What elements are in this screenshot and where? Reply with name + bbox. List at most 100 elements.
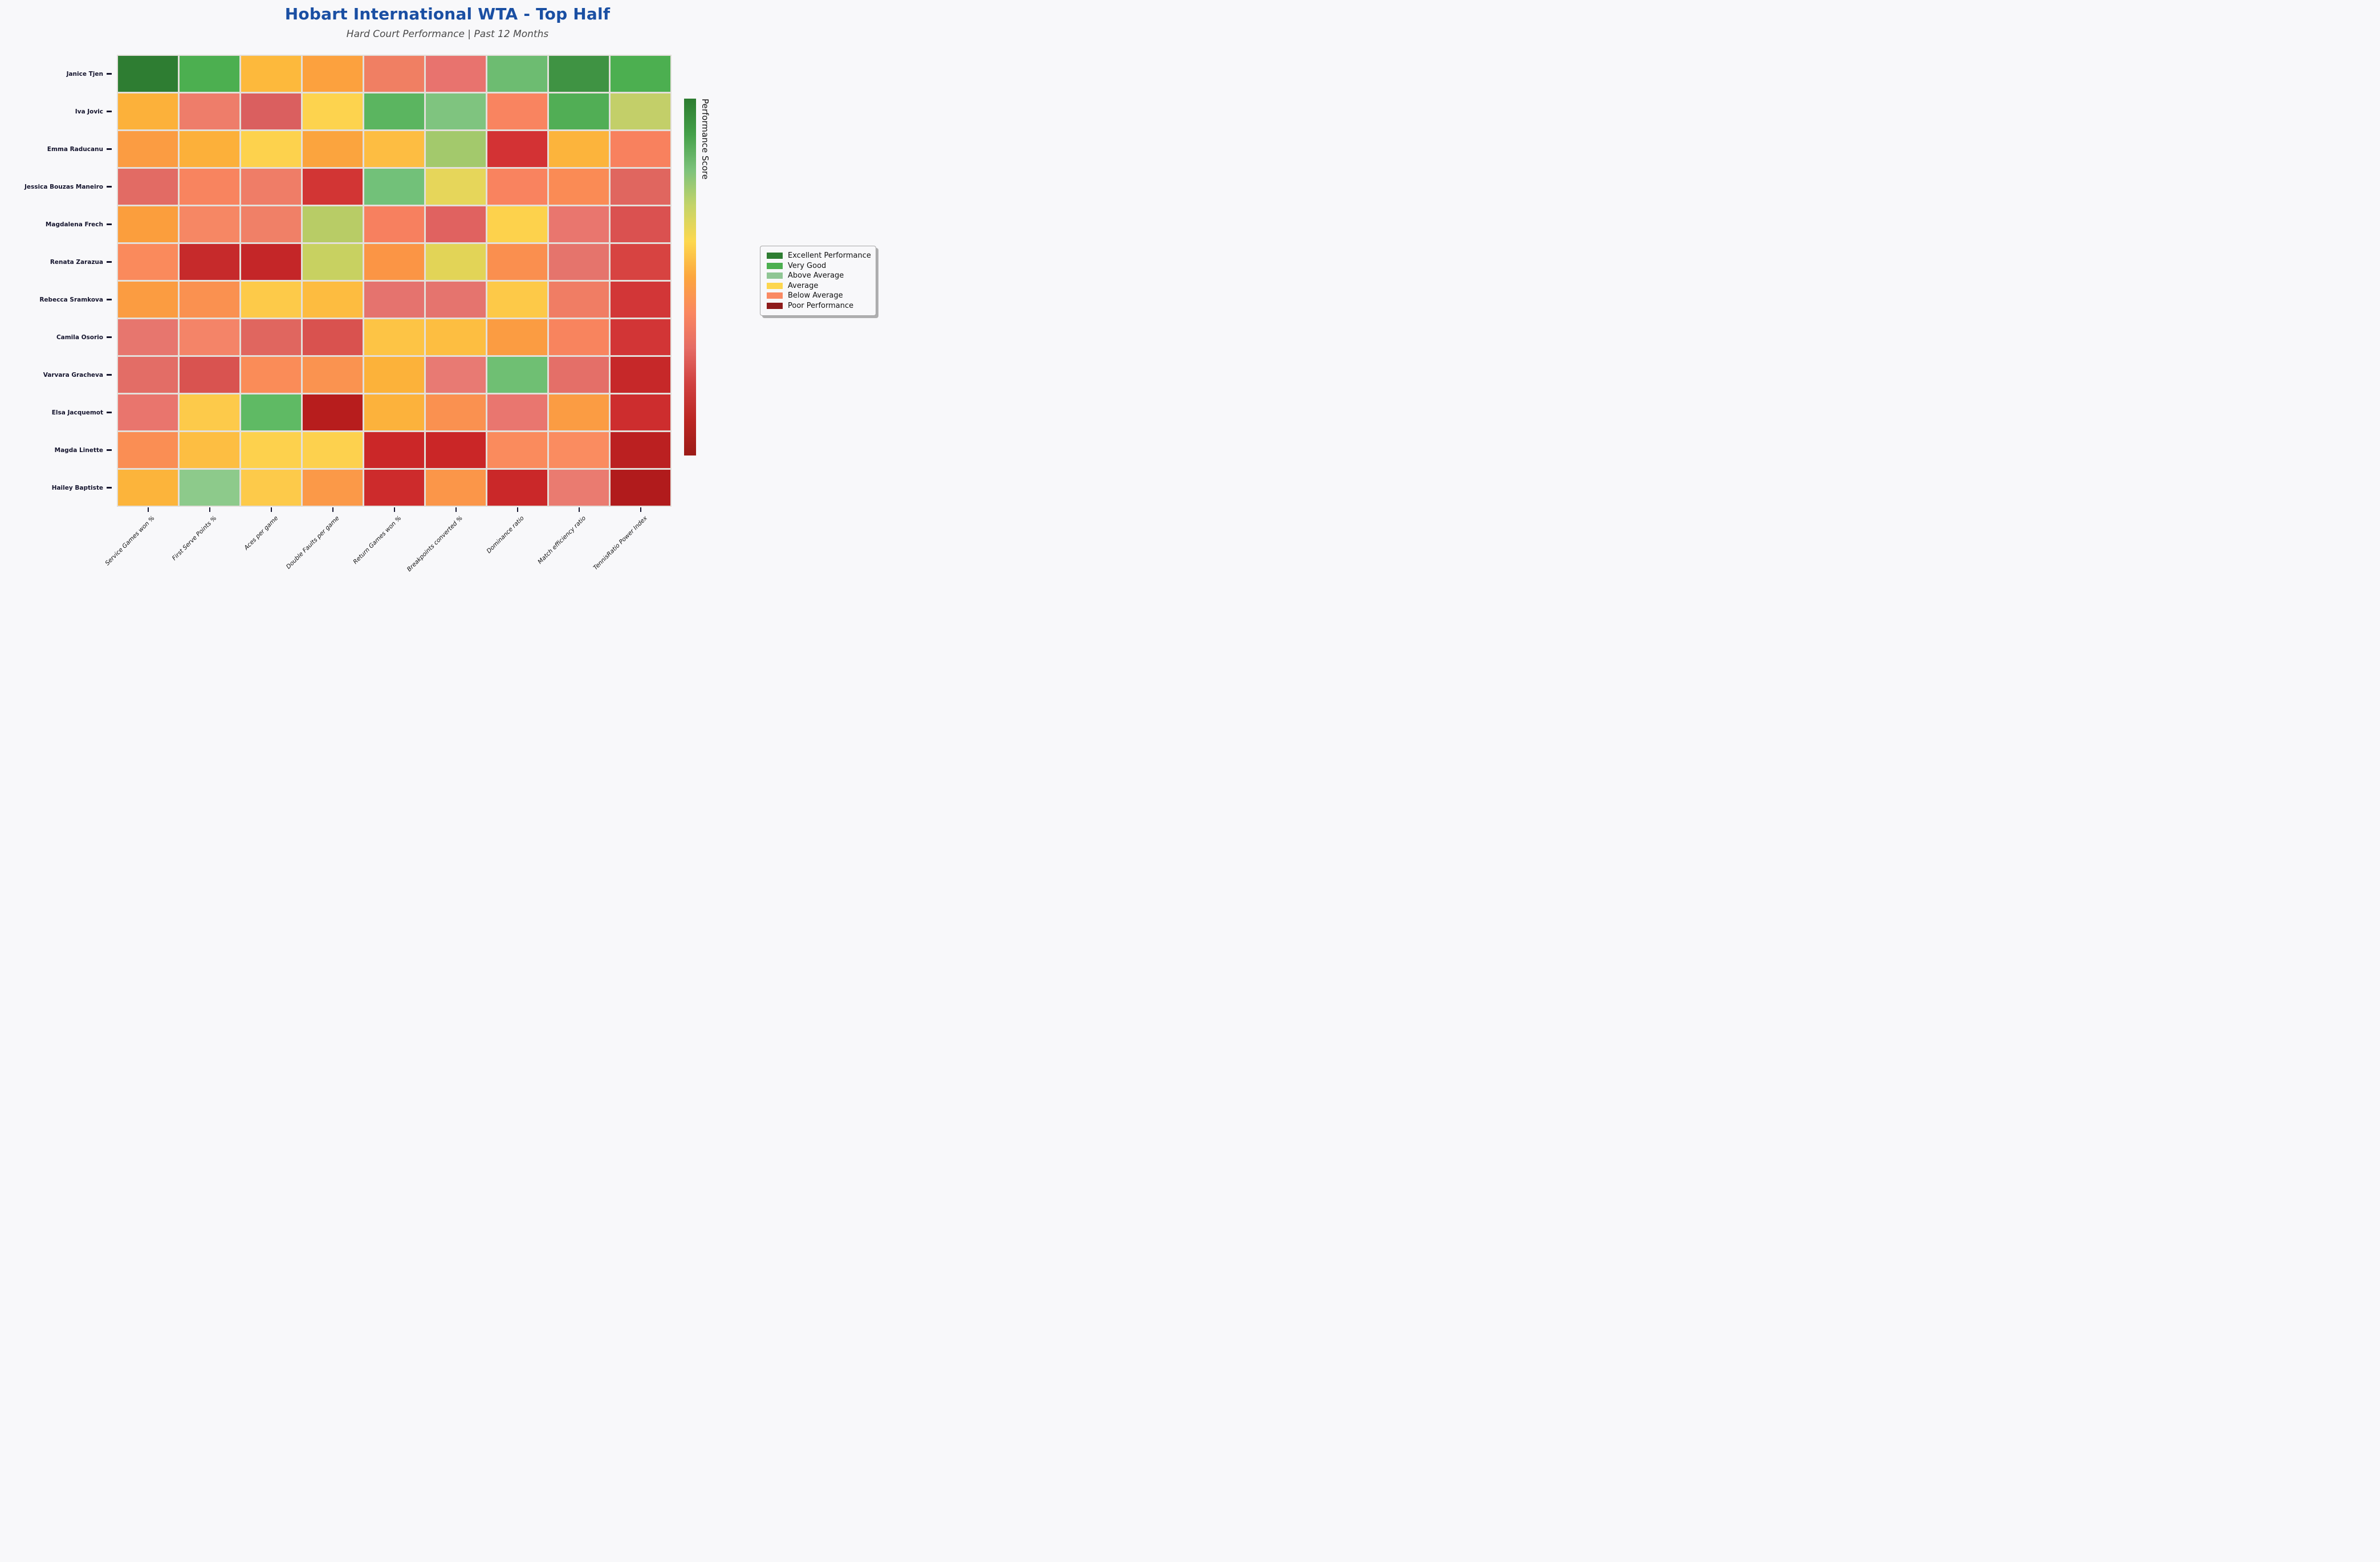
heatmap-cell — [241, 282, 301, 318]
legend-swatch — [767, 302, 783, 309]
x-tick — [455, 507, 457, 512]
heatmap-cell — [487, 93, 547, 129]
heatmap-cell — [611, 357, 670, 393]
y-tick-dash — [107, 412, 112, 413]
heatmap-cell — [303, 93, 363, 129]
y-tick-dash — [107, 73, 112, 75]
legend-label: Average — [788, 281, 819, 290]
heatmap-cell — [611, 169, 670, 205]
colorbar-label: Performance Score — [700, 99, 710, 180]
y-axis-row: Magdalena Frech — [0, 206, 112, 242]
heatmap-cell — [549, 282, 609, 318]
heatmap-cell — [118, 56, 178, 92]
heatmap-cell — [180, 319, 239, 355]
heatmap-cell — [303, 244, 363, 280]
x-tick — [516, 507, 518, 512]
heatmap-cell — [426, 244, 486, 280]
y-tick-dash — [107, 487, 112, 489]
heatmap-cell — [611, 56, 670, 92]
legend-swatch — [767, 253, 783, 259]
heatmap-cell — [241, 357, 301, 393]
player-label: Varvara Gracheva — [43, 371, 103, 379]
legend-label: Excellent Performance — [788, 251, 871, 261]
heatmap-cell — [180, 131, 239, 167]
legend-label: Below Average — [788, 291, 843, 300]
y-axis-row: Jessica Bouzas Maneiro — [0, 169, 112, 205]
heatmap-cell — [426, 470, 486, 506]
legend-label: Very Good — [788, 261, 827, 270]
y-tick-dash — [107, 449, 112, 451]
heatmap-cell — [241, 394, 301, 430]
legend-item: Below Average — [767, 291, 869, 301]
y-axis-row: Iva Jovic — [0, 93, 112, 129]
heatmap-cell — [364, 319, 424, 355]
heatmap-cell — [303, 357, 363, 393]
heatmap-cell — [549, 319, 609, 355]
y-tick-dash — [107, 223, 112, 225]
heatmap-cell — [487, 244, 547, 280]
heatmap-cell — [426, 357, 486, 393]
stat-label: Match efficiency ratio — [536, 515, 587, 566]
heatmap-cell — [364, 56, 424, 92]
stat-label: Breakpoints converted % — [405, 515, 464, 573]
heatmap-cell — [303, 470, 363, 506]
heatmap-cell — [426, 319, 486, 355]
y-tick-dash — [107, 336, 112, 338]
y-axis-labels: Janice Tjen Iva Jovic Emma Raducanu Jessica… — [0, 55, 112, 507]
heatmap-cell — [364, 282, 424, 318]
heatmap-cell — [549, 93, 609, 129]
heatmap-cell — [549, 470, 609, 506]
heatmap-cell — [426, 56, 486, 92]
stat-label: Service Games won % — [104, 515, 156, 567]
legend-item: Very Good — [767, 261, 869, 271]
heatmap-cell — [180, 244, 239, 280]
legend-item: Average — [767, 281, 869, 291]
legend-item: Excellent Performance — [767, 251, 871, 261]
heatmap-cell — [487, 470, 547, 506]
x-tick — [332, 507, 333, 512]
y-tick-dash — [107, 111, 112, 112]
heatmap-cell — [364, 470, 424, 506]
heatmap-cell — [549, 169, 609, 205]
stat-label: TennisRatio Power Index — [592, 515, 649, 572]
heatmap-cell — [118, 282, 178, 318]
heatmap-cell — [241, 169, 301, 205]
player-label: Magda Linette — [54, 446, 103, 454]
heatmap-cell — [426, 394, 486, 430]
heatmap-cell — [303, 56, 363, 92]
player-label: Elsa Jacquemot — [51, 409, 103, 416]
heatmap-cell — [118, 319, 178, 355]
heatmap-cell — [241, 244, 301, 280]
colorbar — [684, 99, 696, 455]
stat-label: Dominance ratio — [485, 515, 526, 555]
heatmap-cell — [549, 56, 609, 92]
player-label: Iva Jovic — [75, 108, 103, 115]
heatmap-cell — [180, 357, 239, 393]
heatmap-cell — [487, 56, 547, 92]
legend-item: Poor Performance — [767, 301, 869, 311]
heatmap-cell — [364, 432, 424, 468]
y-tick-dash — [107, 299, 112, 300]
legend-label: Poor Performance — [788, 301, 854, 310]
player-label: Emma Raducanu — [47, 145, 103, 153]
y-axis-row: Emma Raducanu — [0, 131, 112, 167]
x-tick — [393, 507, 395, 512]
y-tick-dash — [107, 261, 112, 263]
y-tick-dash — [107, 374, 112, 376]
heatmap-cell — [487, 357, 547, 393]
x-tick — [209, 507, 210, 512]
y-axis-row: Janice Tjen — [0, 56, 112, 92]
heatmap-cell — [426, 93, 486, 129]
heatmap-cell — [180, 56, 239, 92]
x-tick — [270, 507, 272, 512]
heatmap-cell — [549, 206, 609, 242]
heatmap-cell — [241, 470, 301, 506]
player-label: Camila Osorio — [56, 333, 103, 341]
x-tick — [640, 507, 641, 512]
player-label: Janice Tjen — [66, 70, 103, 78]
heatmap-cell — [118, 206, 178, 242]
player-label: Magdalena Frech — [45, 221, 103, 228]
heatmap-cell — [180, 470, 239, 506]
heatmap-cell — [180, 432, 239, 468]
heatmap-cell — [549, 432, 609, 468]
